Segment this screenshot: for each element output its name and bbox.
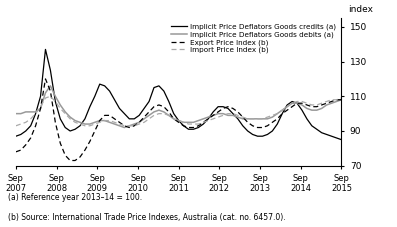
Implicit Price Deflators Goods debits (a) xyxy=(48,84,53,87)
Export Price Index (b) xyxy=(68,159,73,162)
Export Price Index (b) xyxy=(339,98,344,101)
Line: Export Price Index (b): Export Price Index (b) xyxy=(16,79,341,160)
Import Price Index (b) xyxy=(58,107,63,110)
Implicit Price Deflators Goods credits (a) xyxy=(13,135,18,138)
Implicit Price Deflators Goods debits (a) xyxy=(122,126,127,129)
Export Price Index (b) xyxy=(319,104,324,106)
Text: (a) Reference year 2013–14 = 100.: (a) Reference year 2013–14 = 100. xyxy=(8,193,142,202)
Import Price Index (b) xyxy=(166,114,171,117)
Export Price Index (b) xyxy=(43,78,48,80)
Implicit Price Deflators Goods credits (a) xyxy=(43,48,48,51)
Implicit Price Deflators Goods debits (a) xyxy=(13,112,18,115)
Implicit Price Deflators Goods debits (a) xyxy=(172,118,176,120)
Export Price Index (b) xyxy=(172,118,176,120)
Implicit Price Deflators Goods credits (a) xyxy=(339,138,344,141)
Implicit Price Deflators Goods debits (a) xyxy=(38,107,43,110)
Export Price Index (b) xyxy=(156,104,161,106)
Implicit Price Deflators Goods credits (a) xyxy=(265,133,270,136)
Export Price Index (b) xyxy=(270,121,275,124)
Implicit Price Deflators Goods debits (a) xyxy=(339,98,344,101)
Export Price Index (b) xyxy=(58,142,63,145)
Implicit Price Deflators Goods credits (a) xyxy=(166,100,171,103)
Text: (b) Source: International Trade Price Indexes, Australia (cat. no. 6457.0).: (b) Source: International Trade Price In… xyxy=(8,213,285,222)
Implicit Price Deflators Goods debits (a) xyxy=(156,109,161,111)
Implicit Price Deflators Goods debits (a) xyxy=(58,104,63,106)
Implicit Price Deflators Goods debits (a) xyxy=(270,116,275,118)
Export Price Index (b) xyxy=(13,151,18,153)
Legend: Implicit Price Deflators Goods credits (a), Implicit Price Deflators Goods debit: Implicit Price Deflators Goods credits (… xyxy=(169,22,338,56)
Import Price Index (b) xyxy=(13,124,18,127)
Import Price Index (b) xyxy=(319,102,324,105)
Line: Import Price Index (b): Import Price Index (b) xyxy=(16,96,341,126)
Import Price Index (b) xyxy=(265,116,270,118)
Line: Implicit Price Deflators Goods credits (a): Implicit Price Deflators Goods credits (… xyxy=(16,49,341,140)
Import Price Index (b) xyxy=(152,114,156,117)
Import Price Index (b) xyxy=(68,118,73,120)
Implicit Price Deflators Goods debits (a) xyxy=(319,107,324,110)
Y-axis label: index: index xyxy=(348,5,373,14)
Import Price Index (b) xyxy=(48,95,53,98)
Import Price Index (b) xyxy=(339,97,344,99)
Line: Implicit Price Deflators Goods debits (a): Implicit Price Deflators Goods debits (a… xyxy=(16,86,341,128)
Implicit Price Deflators Goods credits (a) xyxy=(152,86,156,89)
Export Price Index (b) xyxy=(38,107,43,110)
Implicit Price Deflators Goods credits (a) xyxy=(58,118,63,120)
Implicit Price Deflators Goods credits (a) xyxy=(68,130,73,132)
Implicit Price Deflators Goods credits (a) xyxy=(319,131,324,134)
